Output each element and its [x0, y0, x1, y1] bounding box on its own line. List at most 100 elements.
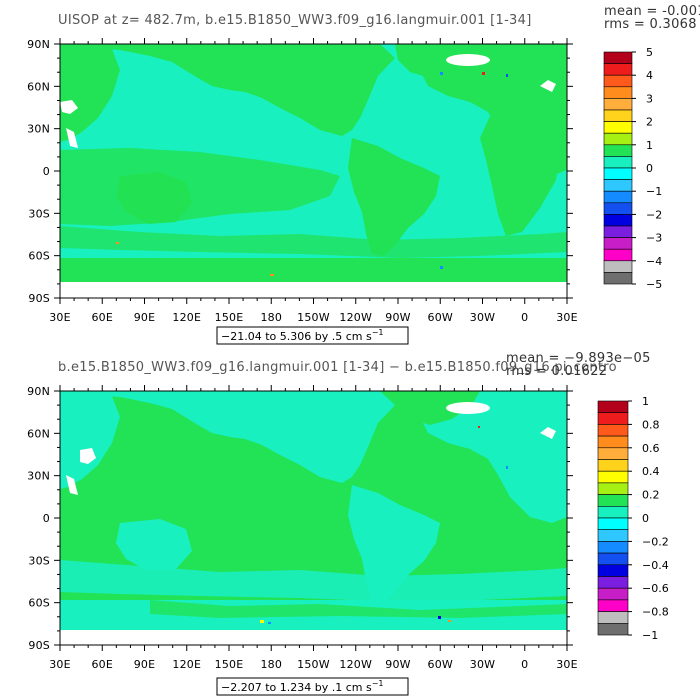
colorbar-swatch: [597, 541, 629, 554]
colorbar-swatch: [603, 51, 633, 64]
neg-australia: [116, 519, 192, 571]
colorbar-label: 1: [646, 139, 653, 152]
colorbar-swatch: [603, 121, 633, 134]
colorbar-swatch: [597, 459, 629, 472]
pos-greenland: [395, 391, 480, 425]
patch-north-pacific: [200, 96, 300, 124]
colorbar-label: −1: [642, 629, 658, 642]
colorbar-label: 1: [642, 395, 649, 408]
land-north-america: [60, 44, 395, 136]
colorbar-swatch: [597, 482, 629, 495]
colorbar-swatch: [597, 517, 629, 530]
speck: [270, 274, 274, 276]
colorbar-swatch: [597, 412, 629, 425]
colorbar-label: 0: [642, 512, 649, 525]
y-tick-label: 90N: [27, 385, 50, 398]
colorbar-label: 0.6: [642, 442, 660, 455]
missing-lake: [80, 448, 96, 464]
colorbar-swatch: [597, 505, 629, 519]
x-tick-label: 150E: [215, 658, 244, 671]
panel-top-rms: rms = 0.3068: [604, 17, 697, 32]
x-tick-label: 30E: [556, 311, 578, 324]
x-tick-label: 90E: [134, 658, 156, 671]
land-asia-west: [60, 44, 120, 142]
colorbar-swatch: [603, 144, 633, 157]
panel-top: UISOP at z= 482.7m, b.e15.B1850_WW3.f09_…: [27, 4, 700, 345]
panel-bottom-range-box: [216, 677, 409, 696]
colorbar-swatch: [597, 622, 629, 636]
colorbar-swatch: [597, 470, 629, 484]
speck: [506, 74, 508, 77]
colorbar-swatch: [597, 529, 629, 542]
panel-top-mean: mean = -0.001378: [604, 4, 700, 19]
speck: [116, 242, 119, 244]
y-tick-label: 0: [43, 512, 50, 525]
colorbar-label: −0.8: [642, 606, 669, 619]
colorbar-label: −3: [646, 232, 662, 245]
colorbar-swatch: [603, 86, 633, 99]
x-tick-label: 30W: [470, 311, 495, 324]
colorbar-swatch: [597, 424, 629, 437]
colorbar-swatch: [603, 237, 633, 250]
missing-lake-3: [540, 427, 556, 439]
y-tick-label: 0: [43, 165, 50, 178]
speck: [438, 616, 441, 619]
speck: [440, 72, 443, 75]
missing-caspian: [446, 54, 490, 66]
colorbar-swatch: [603, 225, 633, 238]
panel-bottom-colorbar: 1 0.8 0.6 0.4 0.2 0 −0.2 −0.4 −0.6 −0.8 −1: [597, 395, 669, 642]
missing-lake-3: [540, 80, 556, 92]
colorbar-label: −5: [646, 278, 662, 291]
colorbar-label: −4: [646, 255, 662, 268]
speck: [482, 72, 485, 75]
colorbar-label: 0.8: [642, 418, 660, 431]
panel-top-range-label: −21.04 to 5.306 by .5 cm s−1: [221, 328, 384, 343]
neg-eurasia: [420, 391, 567, 523]
colorbar-swatch: [597, 564, 629, 577]
colorbar-swatch: [603, 272, 633, 285]
land-south-america: [348, 138, 440, 256]
x-tick-label: 90W: [385, 658, 410, 671]
colorbar-swatch: [597, 587, 629, 601]
colorbar-label: 0.2: [642, 489, 660, 502]
neg-southern-ocean: [60, 560, 567, 602]
y-tick-label: 30N: [27, 470, 50, 483]
y-tick-label: 90N: [27, 38, 50, 51]
colorbar-swatch: [603, 179, 633, 192]
colorbar-swatch: [603, 214, 633, 227]
antarctica-missing: [60, 630, 567, 645]
panel-bottom-title: b.e15.B1850_WW3.f09_g16.langmuir.001 [1-…: [58, 360, 617, 375]
colorbar-swatch: [597, 400, 629, 413]
y-tick-label: 30S: [28, 207, 50, 220]
panel-top-colorbar: 5 4 3 2 1 0 −1 −2 −3 −4 −5: [603, 46, 662, 291]
panel-bottom-map: [60, 391, 567, 645]
speck: [440, 266, 443, 269]
colorbar-label: 5: [646, 46, 653, 59]
x-tick-label: 30E: [49, 658, 71, 671]
panel-bottom-mean: mean = −9.893e−05: [506, 351, 651, 366]
colorbar-swatch: [603, 74, 633, 88]
x-tick-label: 30W: [470, 658, 495, 671]
x-tick-label: 0: [521, 311, 528, 324]
colorbar-swatch: [603, 248, 633, 262]
colorbar-label: 4: [646, 69, 653, 82]
colorbar-swatch: [603, 190, 633, 204]
colorbar-swatch: [603, 202, 633, 215]
x-tick-label: 30E: [49, 311, 71, 324]
x-tick-label: 180: [260, 311, 282, 324]
x-tick-label: 60W: [428, 311, 453, 324]
x-tick-label: 60W: [428, 658, 453, 671]
panel-top-axes: 30E 60E 90E 120E 150E 180 150W 120W 90W 60W 30W 0 30…: [27, 38, 578, 324]
x-tick-label: 0: [521, 658, 528, 671]
panel-bottom: b.e15.B1850_WW3.f09_g16.langmuir.001 [1-…: [27, 351, 669, 696]
missing-caspian: [446, 402, 490, 414]
x-tick-label: 120E: [172, 658, 201, 671]
missing-lake: [60, 100, 78, 114]
y-tick-label: 60S: [28, 597, 50, 610]
panel-top-title: UISOP at z= 482.7m, b.e15.B1850_WW3.f09_…: [58, 13, 532, 28]
colorbar-swatch: [603, 132, 633, 146]
panel-top-map: [60, 44, 567, 298]
colorbar-swatch: [597, 611, 629, 624]
panel-top-range-box: [216, 326, 409, 345]
y-tick-label: 60N: [27, 80, 50, 93]
